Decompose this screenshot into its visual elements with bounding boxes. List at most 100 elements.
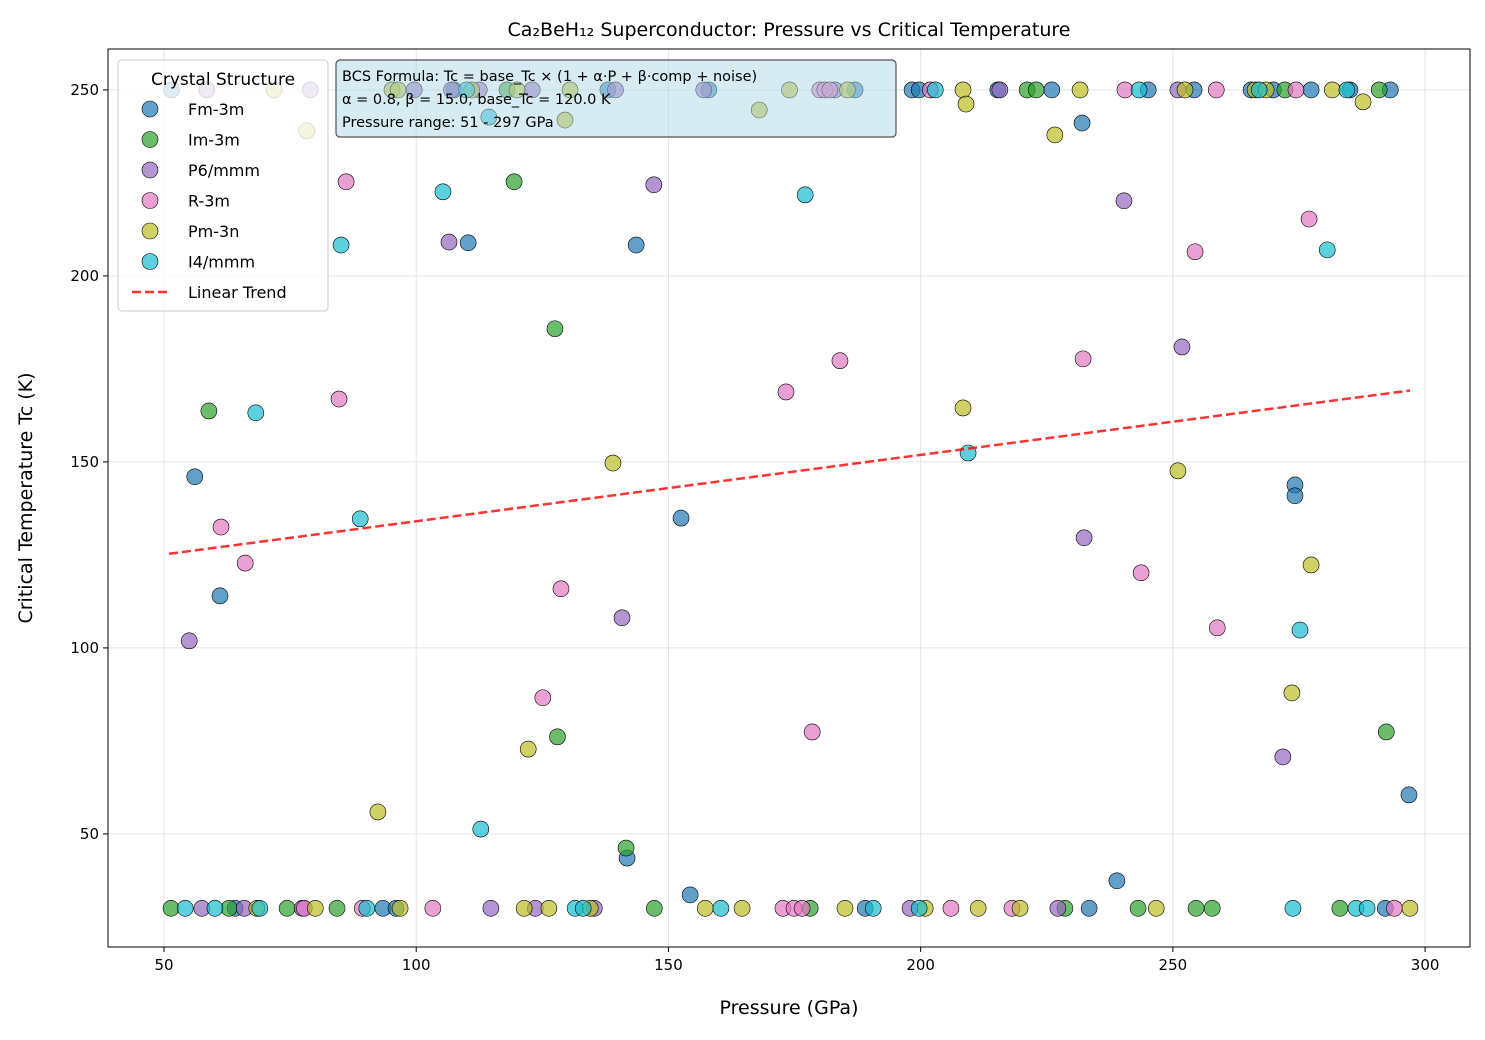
data-point <box>1284 900 1302 917</box>
y-tick-label: 100 <box>70 639 99 657</box>
data-point <box>1286 487 1304 505</box>
data-point <box>1074 350 1092 368</box>
legend-marker <box>141 222 159 240</box>
y-tick-label: 150 <box>70 453 99 471</box>
data-point <box>1370 81 1388 99</box>
data-point <box>1401 900 1419 917</box>
plot-frame <box>107 48 1471 948</box>
y-tick-label: 200 <box>70 267 99 285</box>
data-point <box>1323 81 1341 99</box>
data-point <box>1108 872 1126 890</box>
data-point <box>1302 81 1320 99</box>
data-point <box>574 900 592 917</box>
data-point <box>505 173 523 191</box>
data-point <box>910 900 928 917</box>
data-point <box>1073 114 1091 132</box>
data-point <box>954 81 972 99</box>
data-point <box>549 728 566 746</box>
data-point <box>1302 556 1320 574</box>
data-point <box>162 900 180 917</box>
data-point <box>1208 619 1226 637</box>
data-point <box>627 236 645 254</box>
data-point <box>1338 81 1356 99</box>
data-point <box>1377 723 1395 741</box>
data-point <box>251 900 269 917</box>
data-point <box>957 95 975 113</box>
data-point <box>1331 900 1349 917</box>
data-point <box>1130 81 1148 99</box>
data-point <box>1203 900 1221 917</box>
data-point <box>534 689 552 707</box>
data-point <box>672 509 690 527</box>
y-tick-label: 50 <box>80 825 99 843</box>
series-p6-mmm <box>180 81 1292 917</box>
x-tick-label: 150 <box>654 956 683 974</box>
data-point <box>1186 243 1204 261</box>
data-point <box>604 454 622 472</box>
legend-label: Pm-3n <box>188 222 239 241</box>
x-tick-label: 250 <box>1159 956 1188 974</box>
data-point <box>220 900 238 917</box>
data-point <box>307 900 324 917</box>
data-point <box>942 900 960 917</box>
data-point <box>176 900 194 917</box>
data-point <box>211 587 229 605</box>
data-point <box>1386 900 1403 917</box>
data-point <box>733 900 751 917</box>
data-point <box>424 900 442 917</box>
data-point <box>954 399 972 417</box>
x-tick-label: 200 <box>906 956 935 974</box>
data-point <box>1129 900 1147 917</box>
data-point <box>546 320 564 338</box>
data-point <box>646 900 663 917</box>
data-point <box>1283 684 1301 702</box>
legend-marker <box>141 192 159 209</box>
data-point <box>1116 81 1134 99</box>
data-point <box>793 900 811 917</box>
x-tick-label: 300 <box>1411 956 1440 974</box>
data-point <box>864 900 882 917</box>
data-points <box>162 81 1419 917</box>
data-point <box>180 632 198 650</box>
annotation-line-3: Pressure range: 51 - 297 GPa <box>342 115 554 131</box>
legend-marker <box>141 131 159 148</box>
data-point <box>1173 338 1191 356</box>
series-r-3m <box>212 81 1403 917</box>
data-point <box>552 580 570 598</box>
annotation-line-1: BCS Formula: Tc = base_Tc × (1 + α·P + β… <box>342 69 757 85</box>
data-point <box>1049 900 1067 917</box>
data-point <box>459 234 477 252</box>
data-point <box>991 81 1009 99</box>
data-point <box>212 518 230 536</box>
data-point <box>236 554 254 572</box>
data-point <box>712 900 730 917</box>
data-point <box>1287 81 1305 99</box>
data-point <box>1358 900 1376 917</box>
data-point <box>696 900 714 917</box>
data-point <box>278 900 296 917</box>
x-axis-label: Pressure (GPa) <box>720 997 859 1019</box>
data-point <box>519 740 537 758</box>
data-point <box>836 900 854 917</box>
y-axis-label: Critical Temperature Tc (K) <box>15 372 37 623</box>
data-point <box>617 839 635 857</box>
data-point <box>472 820 490 838</box>
series-fm-3m <box>163 81 1418 917</box>
data-point <box>1043 81 1061 99</box>
data-point <box>1354 93 1372 111</box>
data-point <box>369 803 387 821</box>
data-point <box>515 900 533 917</box>
data-point <box>358 900 376 917</box>
data-point <box>831 352 849 370</box>
legend-label: P6/mmm <box>188 161 260 180</box>
legend-marker <box>141 100 159 118</box>
y-tick-label: 250 <box>70 81 99 99</box>
x-tick-label: 100 <box>402 956 431 974</box>
legend: Crystal Structure Fm-3m Im-3m P6/mmm R-3m Pm… <box>117 59 329 312</box>
legend-title: Crystal Structure <box>151 70 295 90</box>
data-point <box>1071 81 1089 99</box>
chart-title: Ca₂BeH₁₂ Superconductor: Pressure vs Cri… <box>508 19 1071 41</box>
data-point <box>1291 621 1309 639</box>
series-i4-mmm <box>176 81 1376 917</box>
data-point <box>200 402 218 420</box>
